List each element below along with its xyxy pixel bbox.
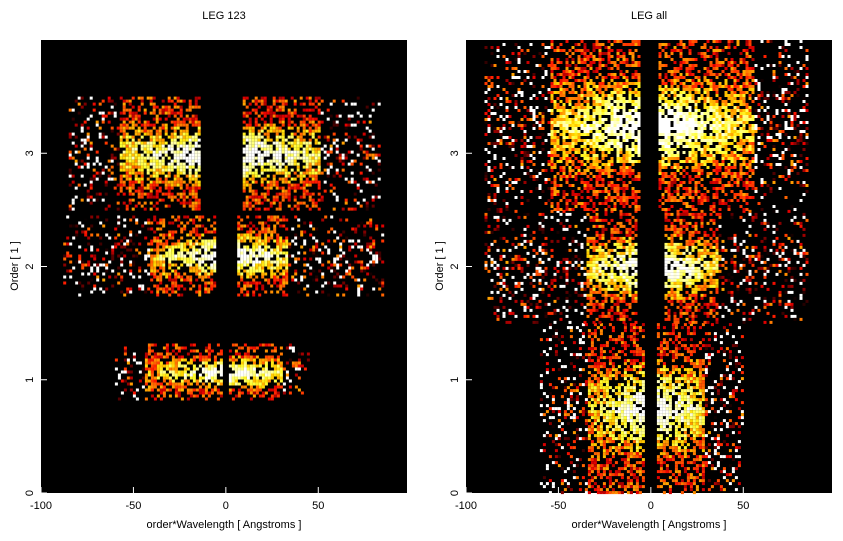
- panel-1-x-label: order*Wavelength [ Angstroms ]: [147, 519, 302, 531]
- x-tick-label: 50: [312, 500, 324, 512]
- panel-1-x-ticks: -100 -50 0 50: [30, 487, 324, 512]
- panel-2-heat: [484, 40, 809, 495]
- x-tick-label: -100: [30, 500, 52, 512]
- band-order-2: [484, 209, 809, 324]
- panel-1-heat: [63, 96, 385, 401]
- y-tick-label: 0: [449, 490, 461, 496]
- panel-2-x-label: order*Wavelength [ Angstroms ]: [572, 519, 727, 531]
- x-tick-label: -50: [550, 500, 566, 512]
- x-tick-label: -100: [455, 500, 477, 512]
- x-tick-label: 50: [737, 500, 749, 512]
- panel-2-x-ticks: -100 -50 0 50: [455, 487, 749, 512]
- panel-2-title: LEG all: [631, 10, 667, 22]
- band-order-2: [63, 215, 385, 297]
- panel-1-y-label: Order [ 1 ]: [9, 241, 21, 291]
- band-order-3: [68, 96, 381, 211]
- y-tick-label: 1: [449, 377, 461, 383]
- y-tick-label: 3: [24, 150, 36, 156]
- panel-1-title: LEG 123: [202, 10, 245, 22]
- x-tick-label: 0: [648, 500, 654, 512]
- panel-2: LEG all -100 -50 0 50 0 1 2 3 order*Wavelength…: [434, 10, 832, 531]
- y-tick-label: 1: [24, 377, 36, 383]
- band-order-3: [484, 40, 809, 211]
- x-tick-label: 0: [223, 500, 229, 512]
- panel-1-y-ticks: 0 1 2 3: [24, 150, 47, 496]
- y-tick-label: 2: [24, 263, 36, 269]
- y-tick-label: 2: [449, 263, 461, 269]
- y-tick-label: 0: [24, 490, 36, 496]
- band-order-1: [114, 343, 310, 401]
- x-tick-label: -50: [125, 500, 141, 512]
- panel-2-y-label: Order [ 1 ]: [434, 241, 446, 291]
- band-order-1: [539, 323, 744, 495]
- y-tick-label: 3: [449, 150, 461, 156]
- panel-2-y-ticks: 0 1 2 3: [449, 150, 472, 496]
- panel-1: LEG 123 -100 -50 0 50 0 1 2 3 order*Wavelength…: [9, 10, 407, 531]
